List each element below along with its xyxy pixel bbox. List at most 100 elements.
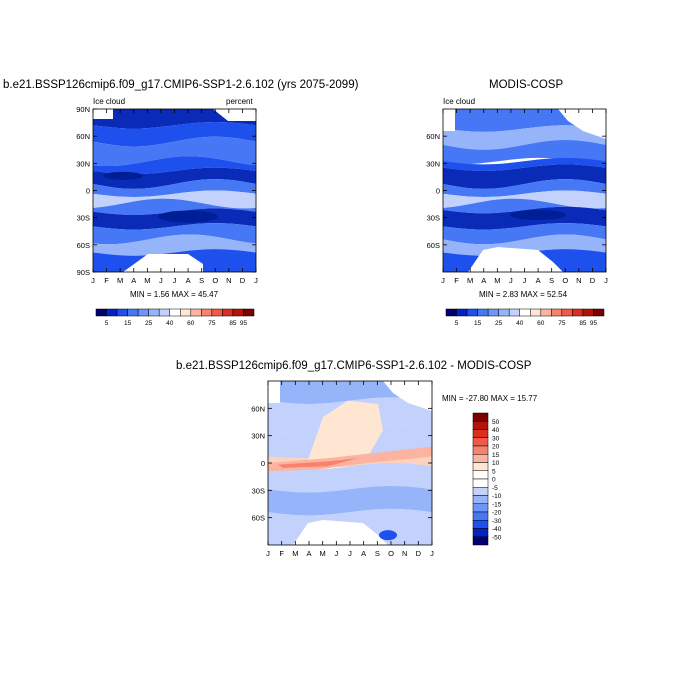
colorbar-panel3-label: 40 bbox=[492, 427, 500, 434]
panel2-minmax: MIN = 2.83 MAX = 52.54 bbox=[479, 290, 568, 299]
colorbar-panel3-label: 20 bbox=[492, 444, 500, 451]
panel2-xtick-label: N bbox=[576, 276, 581, 285]
panel3-xtick-label: J bbox=[430, 549, 434, 558]
panel1-xtick-label: F bbox=[104, 276, 109, 285]
colorbar-panel2-label: 40 bbox=[516, 320, 524, 327]
colorbar-panel2-swatch bbox=[487, 308, 499, 317]
colorbar-panel2-swatch bbox=[572, 308, 584, 317]
colorbar-panel3-label: -30 bbox=[492, 518, 502, 525]
panel1-xtick-label: J bbox=[91, 276, 95, 285]
panel2-xtick-label: J bbox=[509, 276, 513, 285]
colorbar-panel3-swatch bbox=[472, 437, 489, 447]
colorbar-panel1-label: 95 bbox=[240, 320, 248, 327]
colorbar-panel2-label: 15 bbox=[474, 320, 482, 327]
colorbar-panel2-label: 85 bbox=[579, 320, 587, 327]
colorbar-panel1-swatch bbox=[211, 308, 223, 317]
colorbar-panel2-swatch bbox=[593, 308, 605, 317]
panel1-ytick-label: 30N bbox=[76, 159, 90, 168]
colorbar-panel2-label: 95 bbox=[590, 320, 598, 327]
panel2-contour-band bbox=[443, 125, 606, 150]
colorbar-panel2-swatch bbox=[540, 308, 552, 317]
panel1-xtick-label: M bbox=[117, 276, 123, 285]
colorbar-panel3-swatch bbox=[472, 429, 489, 438]
colorbar-panel3-label: -20 bbox=[492, 510, 502, 517]
colorbar-panel3-swatch bbox=[472, 536, 489, 546]
panel2-contour-band bbox=[443, 179, 606, 198]
colorbar-panel2-swatch bbox=[498, 308, 510, 317]
panel1-ytick-label: 60S bbox=[77, 241, 90, 250]
colorbar-panel1-label: 60 bbox=[187, 320, 195, 327]
panel3-missing-region bbox=[383, 381, 432, 411]
panel2-title: MODIS-COSP bbox=[489, 79, 564, 91]
colorbar-panel1-label: 75 bbox=[208, 320, 216, 327]
colorbar-panel3-label: -50 bbox=[492, 534, 502, 541]
panel1-variable-label: Ice cloud bbox=[93, 97, 126, 106]
colorbar-panel1-swatch bbox=[180, 308, 192, 317]
panel1-ytick-label: 90S bbox=[77, 268, 90, 277]
colorbar-panel3-label: 10 bbox=[492, 460, 500, 467]
colorbar-panel3-label: 50 bbox=[492, 419, 500, 426]
colorbar-panel1-swatch bbox=[222, 308, 234, 317]
panel2-contour-band bbox=[443, 198, 606, 214]
colorbar-panel3-swatch bbox=[472, 445, 489, 455]
panel3-xtick-label: S bbox=[375, 549, 380, 558]
panel2-ytick-label: 60S bbox=[427, 241, 440, 250]
panel3-xtick-label: J bbox=[266, 549, 270, 558]
panel2-ytick-label: 0 bbox=[436, 187, 440, 196]
panel3-ytick-label: 60N bbox=[251, 404, 265, 413]
colorbar-panel3-swatch bbox=[472, 511, 489, 521]
colorbar-panel1-swatch bbox=[137, 308, 149, 317]
colorbar-panel2-label: 25 bbox=[495, 320, 503, 327]
colorbar-panel3-swatch bbox=[472, 487, 489, 496]
panel3-contour-band bbox=[268, 485, 432, 516]
colorbar-panel2-swatch bbox=[551, 308, 563, 317]
panel1-xtick-label: O bbox=[212, 276, 218, 285]
panel3-xtick-label: M bbox=[292, 549, 298, 558]
panel1-contour-band bbox=[93, 179, 256, 198]
panel2-contour-band bbox=[443, 157, 606, 171]
panel1-contour-band bbox=[93, 190, 256, 209]
panel2-xtick-label: M bbox=[467, 276, 473, 285]
panel2-xtick-label: S bbox=[549, 276, 554, 285]
colorbar-panel3-swatch bbox=[472, 470, 489, 480]
panel2-variable-label: Ice cloud bbox=[443, 97, 476, 106]
colorbar-panel3-swatch bbox=[472, 528, 489, 537]
colorbar-panel3-swatch bbox=[472, 503, 489, 513]
panel1-contour-band bbox=[93, 136, 256, 167]
colorbar-panel1-label: 15 bbox=[124, 320, 132, 327]
panel1-ytick-label: 30S bbox=[77, 214, 90, 223]
colorbar-panel3-label: 15 bbox=[492, 452, 500, 459]
panel3-xtick-label: M bbox=[320, 549, 326, 558]
panel3-xtick-label: J bbox=[348, 549, 352, 558]
colorbar-panel2-swatch bbox=[477, 308, 489, 317]
panel1-xtick-label: A bbox=[186, 276, 191, 285]
panel2-missing-region bbox=[443, 109, 455, 131]
colorbar-panel1-label: 5 bbox=[105, 320, 109, 327]
panel2-contour-band bbox=[443, 190, 606, 209]
panel2-xtick-label: J bbox=[604, 276, 608, 285]
panel3-xtick-label: J bbox=[334, 549, 338, 558]
panel3-xtick-label: A bbox=[306, 549, 311, 558]
panel1-ytick-label: 90N bbox=[76, 105, 90, 114]
panel3-missing-region bbox=[268, 381, 280, 403]
colorbar-panel1-swatch bbox=[95, 308, 107, 317]
panel1-missing-region bbox=[93, 109, 113, 119]
panel2-core bbox=[510, 209, 566, 220]
panel2-ytick-label: 30N bbox=[426, 159, 440, 168]
panel3-ytick-label: 30S bbox=[252, 486, 265, 495]
panel1-core bbox=[103, 171, 143, 180]
colorbar-panel2-swatch bbox=[561, 308, 573, 317]
colorbar-panel3-swatch bbox=[472, 454, 489, 463]
panel1-contour-band bbox=[93, 223, 256, 245]
panel1-minmax: MIN = 1.56 MAX = 45.47 bbox=[130, 290, 219, 299]
panel2-contour-band bbox=[443, 223, 606, 245]
colorbar-panel3-label: 0 bbox=[492, 477, 496, 484]
colorbar-panel3-swatch bbox=[472, 421, 489, 430]
panel2-xtick-label: O bbox=[562, 276, 568, 285]
panel3-xtick-label: A bbox=[361, 549, 366, 558]
panel2-xtick-label: J bbox=[441, 276, 445, 285]
colorbar-panel3-label: -15 bbox=[492, 501, 502, 508]
panel2-missing-region bbox=[558, 109, 606, 139]
panel3-minmax: MIN = -27.80 MAX = 15.77 bbox=[442, 394, 538, 403]
panel3-positive-region bbox=[308, 400, 383, 460]
